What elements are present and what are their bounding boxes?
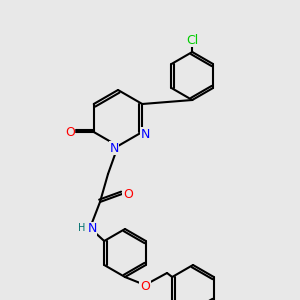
Text: Cl: Cl bbox=[186, 34, 198, 46]
Text: O: O bbox=[65, 125, 75, 139]
Text: O: O bbox=[140, 280, 150, 292]
Text: N: N bbox=[141, 128, 150, 140]
Text: N: N bbox=[87, 223, 97, 236]
Text: H: H bbox=[78, 223, 86, 233]
Text: N: N bbox=[109, 142, 119, 154]
Text: O: O bbox=[123, 188, 133, 200]
